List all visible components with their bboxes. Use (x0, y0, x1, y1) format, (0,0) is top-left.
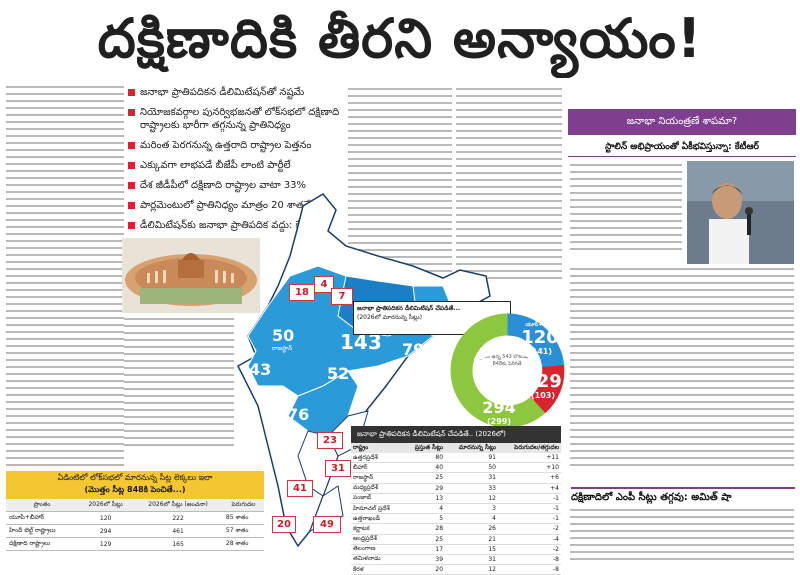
key-point: ఎక్కువగా లాభపడే బీజేపీ లాంటి పార్టీలే (128, 159, 342, 172)
seat-summary-box: ఏడింటిలో లోక్‌సభలో మారనున్న సీట్ల లెక్కల… (6, 471, 264, 561)
table-header: పెరుగుదల/తగ్గుదల (498, 443, 561, 453)
donut-segment-label: ఇతర రాష్ట్రాలు 294 (299) (482, 392, 516, 426)
mid-article-text (124, 318, 234, 451)
table-header: మారనున్న సీట్లు (445, 443, 498, 453)
seat-summary-title: ఏడింటిలో లోక్‌సభలో మారనున్న సీట్ల లెక్కల… (6, 471, 264, 499)
table-header: 2026లో సీట్లు (78, 499, 134, 512)
map-badge: 18 (289, 284, 315, 301)
donut-segment-label: 129 (103) (524, 371, 562, 401)
seat-share-donut (450, 313, 565, 428)
table-row: తెలంగాణ 17 15 -2 (351, 544, 561, 555)
table-row: కేరళ 20 12 -8 (351, 564, 561, 575)
table-row: యూపీ+బీహార్ 120 222 85 శాతం (6, 511, 264, 525)
seat-table-title: జనాభా ప్రాతిపదికన డీలిమిటేషన్ చేపడితే.. … (351, 426, 561, 443)
table-row: దక్షిణాది రాష్ట్రాలు 129 165 28 శాతం (6, 537, 264, 551)
table-header: పెరుగుదల (222, 499, 264, 512)
key-point: నియోజకవర్గాల పునర్విభజనతో లోక్‌సభలో దక్ష… (128, 106, 342, 132)
center-article-text-2 (456, 88, 562, 284)
headline: దక్షిణాదికి తీరని అన్యాయం! (97, 7, 703, 70)
map-badge: 31 (325, 460, 351, 477)
table-header: ప్రాంతం (6, 499, 79, 512)
table-header: 2026లో సీట్లు (అంచనా) (133, 499, 223, 512)
map-callout-title: జనాభా ప్రాతిపదికన డీలిమిటేషన్ చేపడితే... (357, 305, 461, 312)
donut-segment-label: యూపీ+బీహార్ 120 (141) (521, 322, 559, 356)
map-badge: 41 (287, 480, 313, 497)
key-point: డీలిమిటేషన్‌కు జనాభా ప్రాతిపదిక వద్దు: క… (128, 219, 342, 232)
parliament-illustration (122, 238, 260, 313)
region-name: రాజస్థాన్ (272, 345, 293, 352)
key-point: దేశ జీడీపీలో దక్షిణాది రాష్ట్రాల వాటా 33… (128, 179, 342, 192)
right-article-text-c (570, 509, 794, 565)
left-article-text (6, 86, 124, 471)
table-row: మధ్యప్రదేశ్ 29 33 +4 (351, 483, 561, 494)
donut-center-text: ప్రస్తుతం ఉన్న 543 లోక్‌సభ సీట్లు 848కు … (473, 354, 541, 382)
map-badge: 4 (314, 276, 334, 293)
sidebar-story-title: జనాభా నియంత్రణే శాపమా? (568, 109, 796, 135)
region-value: 52 (327, 364, 350, 383)
right-article-text-a (570, 164, 682, 255)
seat-summary-table: ప్రాంతం 2026లో సీట్లు 2026లో సీట్లు (అంచ… (6, 499, 264, 551)
table-header: ప్రస్తుత సీట్లు (403, 443, 446, 453)
map-badge: 49 (313, 516, 341, 533)
seat-change-table: రాష్ట్రం ప్రస్తుత సీట్లు మారనున్న సీట్లు… (351, 443, 561, 575)
map-callout-subtitle: (2026లో మారనున్న సీట్లు) (357, 314, 422, 321)
shah-story-title: దక్షిణాదిలో ఎంపీ సీట్లు తగ్గవు: అమిత్ షా (571, 487, 795, 507)
table-row: ఆంధ్రప్రదేశ్ 25 21 -4 (351, 534, 561, 545)
table-row: పంజాబ్ 13 12 -1 (351, 493, 561, 504)
speaker-photo (687, 161, 794, 264)
map-badge: 23 (317, 432, 343, 449)
region-value: 43 (249, 360, 272, 379)
key-point: మరింత పెరగనున్న ఉత్తరాది రాష్ట్రాల పెత్త… (128, 139, 342, 152)
table-row: రాజస్థాన్ 25 31 +6 (351, 472, 561, 484)
right-article-text-b (570, 268, 794, 471)
table-row: కర్ణాటక 28 26 -2 (351, 523, 561, 535)
table-header: రాష్ట్రం (351, 443, 404, 453)
table-row: ఉత్తరాఖండ్ 5 4 -1 (351, 513, 561, 525)
map-badge: 7 (331, 288, 353, 305)
region-value: 50 రాజస్థాన్ (272, 326, 295, 352)
table-row: హిందీ బెల్ట్ రాష్ట్రాలు 294 461 57 శాతం (6, 524, 264, 538)
region-value: 79 (402, 340, 425, 359)
map-callout: జనాభా ప్రాతిపదికన డీలిమిటేషన్ చేపడితే...… (353, 301, 511, 335)
table-row: తమిళనాడు 39 31 -8 (351, 554, 561, 566)
table-row: హిమాచల్ ప్రదేశ్ 4 3 -1 (351, 503, 561, 515)
key-point: పార్లమెంటులో ప్రాతినిధ్యం మాత్రం 20 శాతమ… (128, 199, 342, 212)
table-row: బీహార్ 40 50 +10 (351, 462, 561, 474)
region-value: 76 (287, 405, 310, 424)
sidebar-story-subtitle: స్టాలిన్ అభిప్రాయంతో ఏకీభవిస్తున్నా: కేట… (568, 138, 796, 157)
key-point: జనాభా ప్రాతిపదికన డీలిమిటేషన్‌తో నష్టమే (128, 86, 342, 99)
map-badge: 20 (272, 516, 296, 533)
table-row: ఉత్తరప్రదేశ్ 80 91 +11 (351, 453, 561, 464)
key-points-list: జనాభా ప్రాతిపదికన డీలిమిటేషన్‌తో నష్టమే … (128, 86, 342, 239)
